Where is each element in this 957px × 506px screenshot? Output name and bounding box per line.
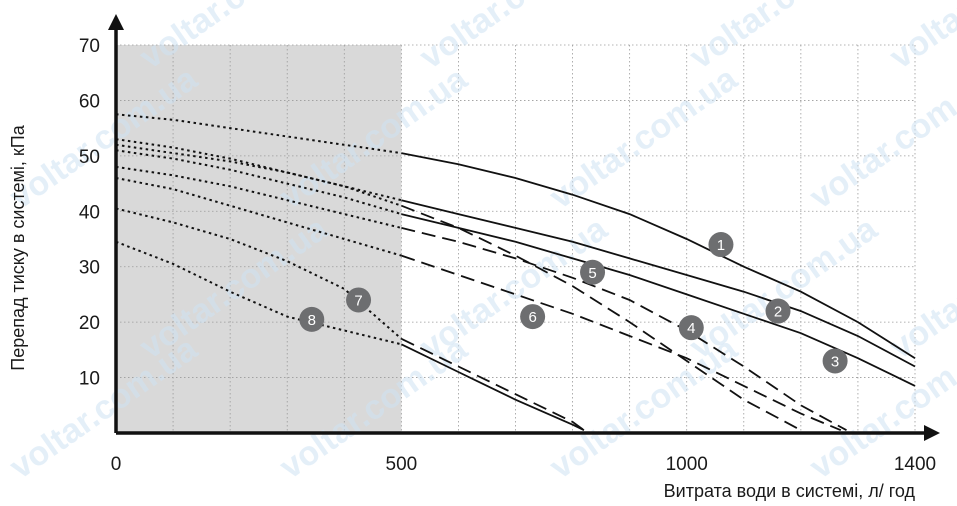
y-tick-label: 60 <box>79 91 100 112</box>
x-axis-title: Витрата води в системі, л/ год <box>664 481 916 501</box>
curve-label-7: 7 <box>354 292 362 309</box>
x-axis-arrow <box>924 425 940 441</box>
curve-7 <box>401 337 585 431</box>
watermark-text: voltar.com.ua <box>883 0 957 77</box>
curve-6-dotted <box>115 177 402 257</box>
curve-1 <box>401 152 916 359</box>
curve-2-dotted <box>115 143 402 202</box>
curve-label-badge-3 <box>822 348 848 374</box>
y-axis-title: Перепад тиску в системі, кПа <box>8 124 28 370</box>
curve-7-dotted <box>115 207 403 340</box>
curve-5-dotted <box>115 165 402 229</box>
curve-2 <box>401 199 916 368</box>
y-tick-label: 30 <box>79 258 100 279</box>
curve-8 <box>401 343 585 432</box>
watermark-text: voltar.com.ua <box>543 59 745 216</box>
curve-5 <box>401 227 847 431</box>
y-tick-label: 10 <box>79 369 100 390</box>
watermark-text: voltar.com.ua <box>803 59 957 216</box>
curve-label-badge-6 <box>520 304 546 330</box>
y-tick-label: 40 <box>79 202 100 223</box>
x-tick-label: 1000 <box>666 454 708 475</box>
curve-label-2: 2 <box>774 304 782 321</box>
y-axis-arrow <box>108 14 124 30</box>
x-tick-label: 1400 <box>894 454 936 475</box>
curve-4-dotted <box>115 138 402 207</box>
y-tick-label: 20 <box>79 313 100 334</box>
watermark-text: voltar.com.ua <box>543 329 745 486</box>
curve-4 <box>401 204 802 431</box>
curve-label-badge-2 <box>765 298 791 324</box>
curve-label-8: 8 <box>308 312 316 329</box>
curve-3-dotted <box>115 149 402 216</box>
curve-label-1: 1 <box>717 237 725 254</box>
watermark-text: voltar.com.ua <box>883 209 957 366</box>
curve-3 <box>401 213 916 387</box>
curve-label-4: 4 <box>687 320 695 337</box>
y-tick-label: 50 <box>79 147 100 168</box>
curve-label-badge-5 <box>580 259 606 285</box>
curve-6 <box>401 254 842 432</box>
x-tick-label: 500 <box>386 454 418 475</box>
curve-label-3: 3 <box>831 353 839 370</box>
x-tick-label: 0 <box>111 454 122 475</box>
curve-label-5: 5 <box>588 265 596 282</box>
curve-label-badge-7 <box>346 287 372 313</box>
curve-label-badge-8 <box>299 306 325 332</box>
curve-label-badge-4 <box>678 315 704 341</box>
y-tick-label: 70 <box>79 36 100 57</box>
curve-label-6: 6 <box>528 309 536 326</box>
curve-label-badge-1 <box>708 232 734 258</box>
shaded-region <box>116 45 402 433</box>
